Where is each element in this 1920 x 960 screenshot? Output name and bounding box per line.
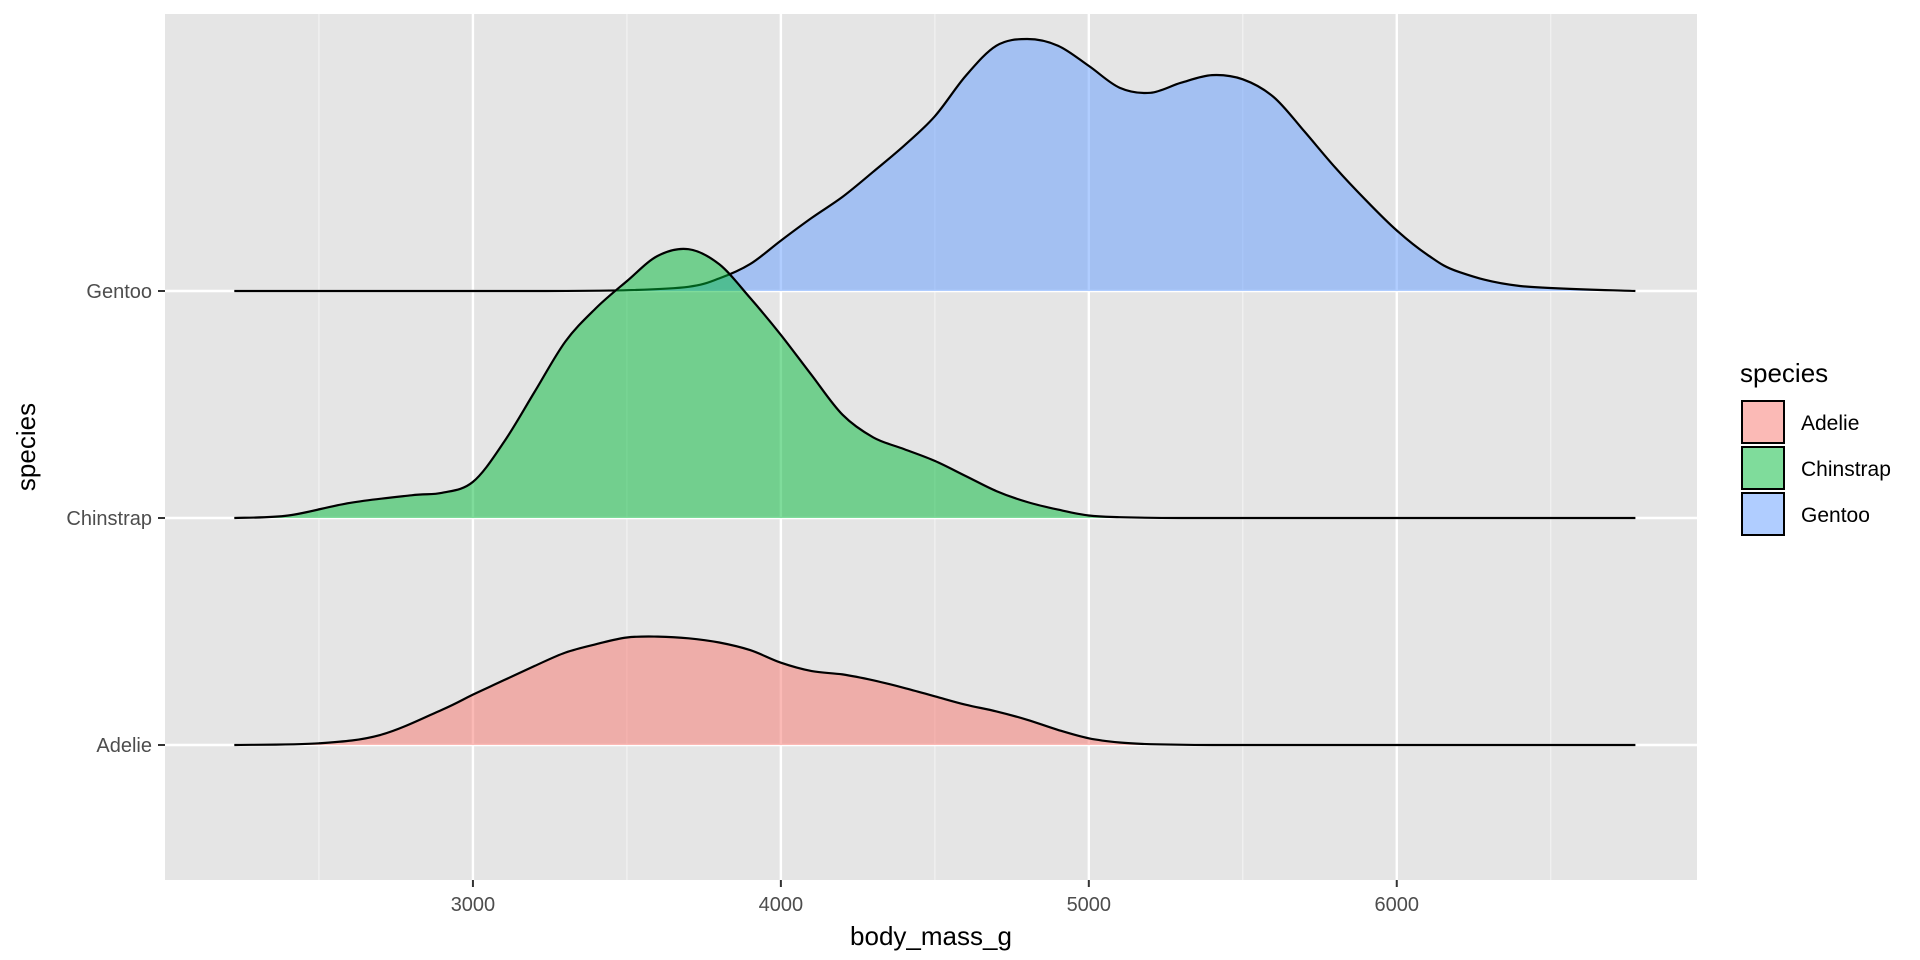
y-tick-label-adelie: Adelie: [96, 735, 152, 757]
x-axis-title: body_mass_g: [850, 921, 1012, 951]
y-axis: Adelie Chinstrap Gentoo: [66, 281, 165, 757]
x-tick-label: 6000: [1375, 894, 1420, 916]
legend-label-adelie: Adelie: [1801, 412, 1859, 435]
legend-title: species: [1740, 358, 1828, 388]
ridge-fill-adelie: [234, 636, 1636, 746]
ridge-fill-gentoo: [234, 39, 1636, 292]
ridge-fill-chinstrap: [234, 248, 1636, 519]
legend-key-gentoo: [1741, 492, 1785, 536]
legend-label-gentoo: Gentoo: [1801, 504, 1870, 527]
legend: species Adelie Chinstrap Gentoo: [1740, 358, 1891, 536]
y-tick-label-chinstrap: Chinstrap: [66, 508, 152, 530]
legend-label-chinstrap: Chinstrap: [1801, 458, 1891, 481]
x-axis: 3000 4000 5000 6000: [451, 880, 1419, 916]
ridge-line-adelie: [234, 635, 1636, 747]
density-ridges: [234, 37, 1636, 747]
legend-key-adelie: [1741, 400, 1785, 444]
x-tick-label: 4000: [759, 894, 804, 916]
y-axis-title: species: [11, 403, 41, 491]
x-tick-label: 3000: [451, 894, 496, 916]
legend-key-chinstrap: [1741, 446, 1785, 490]
ridge-line-chinstrap: [234, 247, 1636, 520]
y-tick-label-gentoo: Gentoo: [86, 281, 152, 303]
x-tick-label: 5000: [1067, 894, 1112, 916]
